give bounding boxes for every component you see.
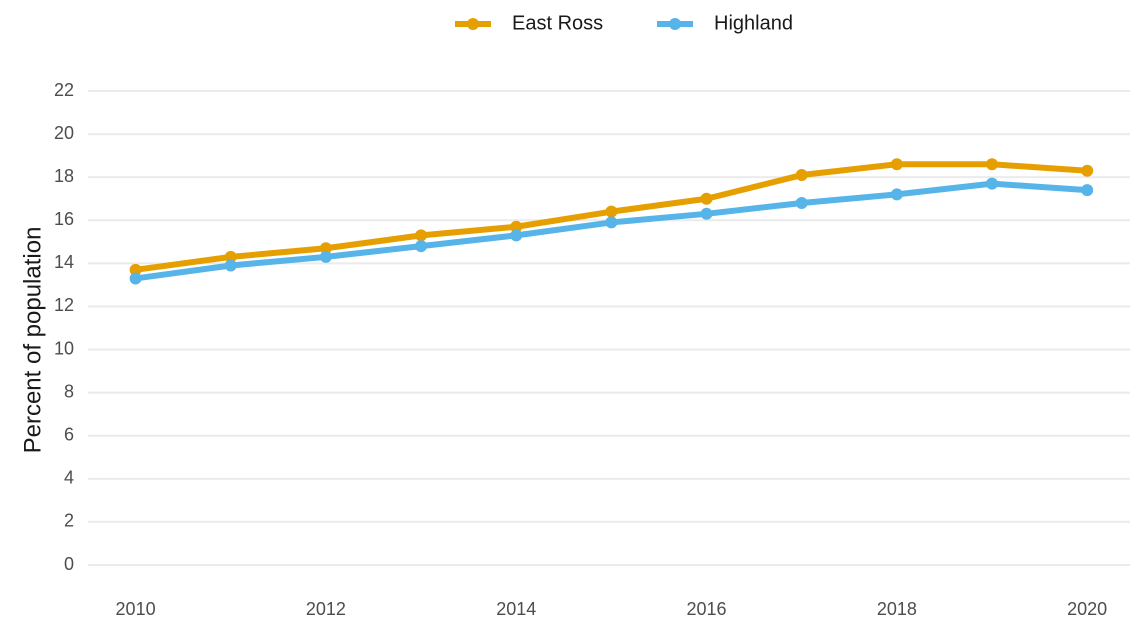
y-tick-label: 14: [54, 252, 74, 272]
data-point: [795, 197, 808, 210]
data-point: [700, 192, 713, 205]
legend-key-dot: [467, 18, 479, 30]
data-point: [605, 216, 618, 229]
x-tick-label: 2020: [1067, 599, 1107, 619]
y-tick-label: 18: [54, 166, 74, 186]
data-point: [890, 158, 903, 171]
y-tick-label: 16: [54, 209, 74, 229]
x-tick-label: 2018: [877, 599, 917, 619]
x-tick-label: 2010: [116, 599, 156, 619]
data-point: [510, 229, 523, 242]
data-point: [129, 263, 142, 276]
data-point: [1081, 184, 1094, 197]
data-point: [1081, 164, 1094, 177]
data-point: [795, 169, 808, 182]
data-point: [224, 259, 237, 272]
data-point: [510, 220, 523, 233]
y-tick-label: 2: [64, 511, 74, 531]
data-point: [415, 229, 428, 242]
data-point: [700, 207, 713, 220]
y-tick-label: 4: [64, 468, 74, 488]
data-point: [129, 272, 142, 285]
data-point: [224, 250, 237, 263]
y-tick-label: 8: [64, 381, 74, 401]
data-point: [605, 205, 618, 218]
data-point: [890, 188, 903, 201]
legend-key-dot: [669, 18, 681, 30]
y-axis-label: Percent of population: [19, 227, 46, 454]
data-point: [319, 250, 332, 263]
x-tick-label: 2016: [687, 599, 727, 619]
data-point: [986, 177, 999, 190]
y-tick-label: 0: [64, 554, 74, 574]
y-tick-label: 6: [64, 424, 74, 444]
y-tick-label: 10: [54, 338, 74, 358]
x-tick-label: 2012: [306, 599, 346, 619]
data-point: [415, 240, 428, 253]
x-tick-label: 2014: [496, 599, 536, 619]
data-point: [986, 158, 999, 171]
y-tick-label: 12: [54, 295, 74, 315]
y-tick-label: 20: [54, 123, 74, 143]
data-point: [319, 242, 332, 255]
legend-label: Highland: [714, 12, 793, 34]
y-tick-label: 22: [54, 80, 74, 100]
legend-label: East Ross: [512, 12, 603, 34]
